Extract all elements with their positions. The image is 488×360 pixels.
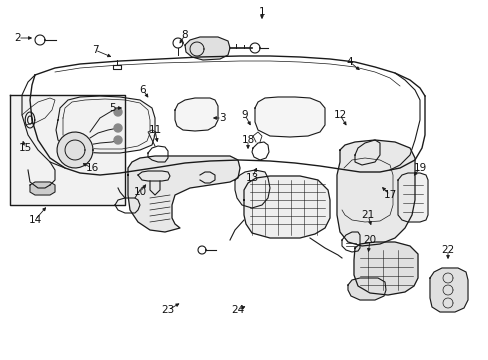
Text: 14: 14	[28, 215, 41, 225]
Text: 18: 18	[241, 135, 254, 145]
Text: 9: 9	[241, 110, 248, 120]
Text: 11: 11	[148, 125, 162, 135]
Text: 7: 7	[92, 45, 98, 55]
Polygon shape	[175, 98, 218, 131]
Polygon shape	[336, 140, 414, 246]
Text: 2: 2	[15, 33, 21, 43]
Text: 15: 15	[19, 143, 32, 153]
Text: 16: 16	[85, 163, 99, 173]
Text: 21: 21	[361, 210, 374, 220]
Text: 23: 23	[161, 305, 174, 315]
Text: 10: 10	[133, 187, 146, 197]
Polygon shape	[353, 242, 417, 295]
Text: 1: 1	[258, 7, 265, 17]
Text: 4: 4	[346, 57, 353, 67]
Polygon shape	[128, 156, 240, 232]
Polygon shape	[235, 170, 269, 208]
Text: 24: 24	[231, 305, 244, 315]
Polygon shape	[429, 268, 467, 312]
Polygon shape	[114, 108, 122, 116]
Polygon shape	[184, 37, 229, 60]
Text: 12: 12	[333, 110, 346, 120]
Text: 17: 17	[383, 190, 396, 200]
Polygon shape	[57, 132, 93, 168]
Polygon shape	[10, 95, 125, 205]
Text: 8: 8	[182, 30, 188, 40]
Text: 19: 19	[412, 163, 426, 173]
Polygon shape	[254, 97, 325, 137]
Text: 13: 13	[245, 173, 258, 183]
Polygon shape	[397, 173, 427, 222]
Polygon shape	[30, 182, 55, 195]
Polygon shape	[347, 278, 385, 300]
Text: 20: 20	[363, 235, 376, 245]
Text: 22: 22	[441, 245, 454, 255]
Text: 5: 5	[108, 103, 115, 113]
Polygon shape	[244, 176, 329, 238]
Polygon shape	[114, 136, 122, 144]
Text: 3: 3	[218, 113, 225, 123]
Polygon shape	[56, 96, 155, 153]
Text: 6: 6	[140, 85, 146, 95]
Polygon shape	[114, 124, 122, 132]
